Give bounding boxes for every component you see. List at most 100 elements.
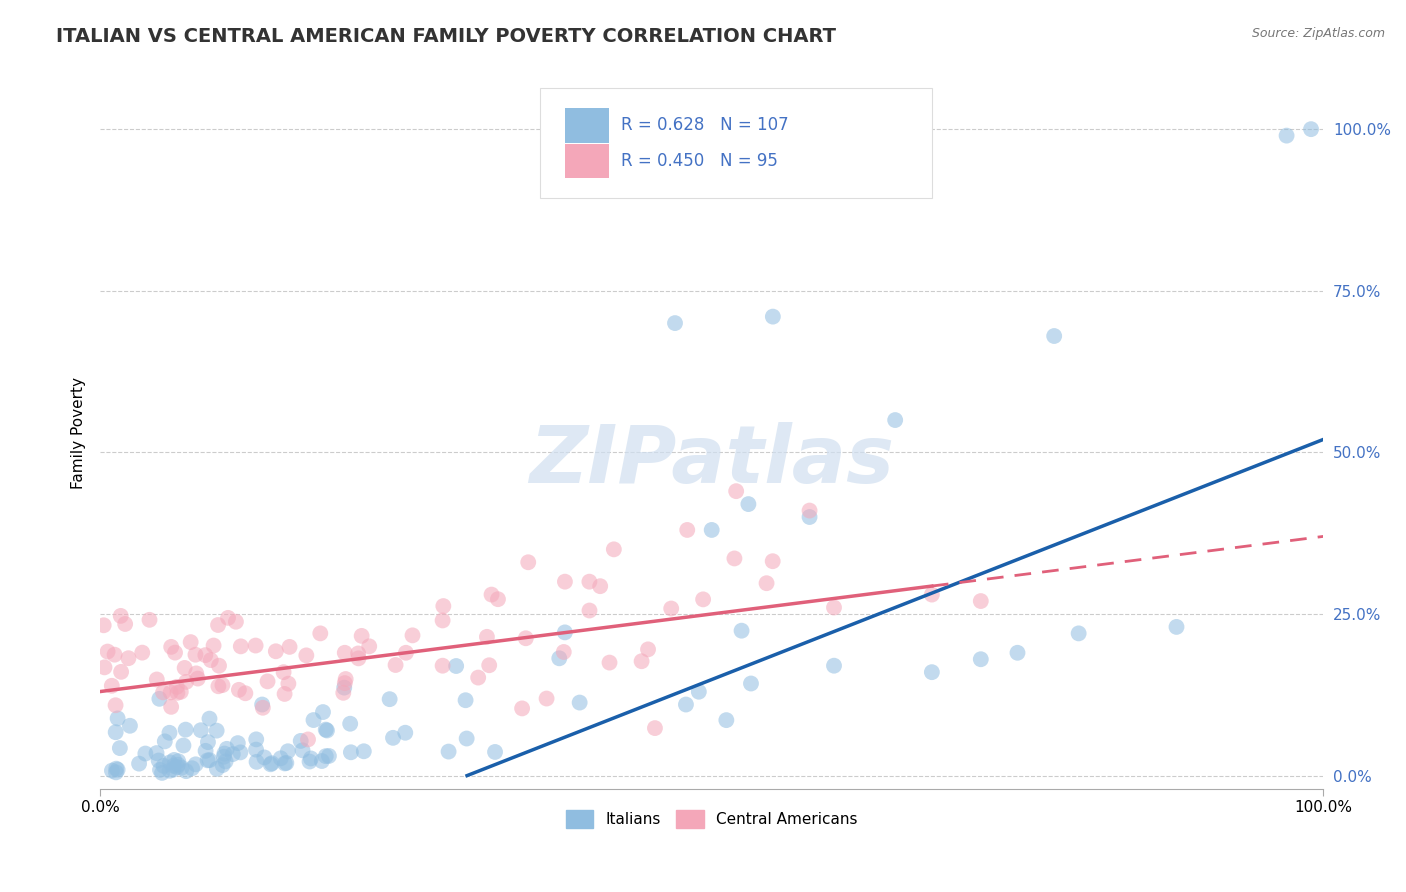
Point [799,510,821,524]
Point [1299,122,1322,136]
Point [138,613,160,627]
Point [101,679,124,693]
Point [823,658,845,673]
Point [353,744,375,758]
Point [578,603,600,617]
FancyBboxPatch shape [565,108,609,143]
Point [186,666,208,681]
Point [970,652,993,666]
Point [316,723,339,738]
Point [568,696,591,710]
Point [117,651,139,665]
Point [250,698,273,712]
Point [318,748,340,763]
Point [118,719,141,733]
Point [160,699,183,714]
Point [290,734,312,748]
Point [603,542,626,557]
Point [740,676,762,690]
Point [163,646,186,660]
Point [214,747,236,761]
Point [384,658,406,673]
Point [97,644,120,658]
Point [762,310,785,324]
Point [730,624,752,638]
Point [93,618,115,632]
Point [194,744,217,758]
Point [823,600,845,615]
Text: ZIPatlas: ZIPatlas [529,423,894,500]
Point [335,672,357,686]
Point [347,651,370,665]
Point [167,754,190,768]
Point [229,640,252,654]
Point [378,692,401,706]
Point [152,759,174,773]
Point [211,758,233,772]
Point [159,756,181,770]
Point [432,599,454,613]
Point [517,555,540,569]
Point [309,626,332,640]
Point [170,761,193,775]
Point [467,671,489,685]
Point [298,755,321,769]
Point [297,732,319,747]
Point [277,676,299,690]
Point [333,681,356,695]
Text: ITALIAN VS CENTRAL AMERICAN FAMILY POVERTY CORRELATION CHART: ITALIAN VS CENTRAL AMERICAN FAMILY POVER… [56,27,837,45]
Point [1067,626,1090,640]
Point [554,625,576,640]
Point [200,653,222,667]
Point [159,764,181,778]
Point [644,721,666,735]
Point [659,601,682,615]
Point [456,731,478,746]
Point [716,713,738,727]
Text: Source: ZipAtlas.com: Source: ZipAtlas.com [1251,27,1385,40]
Point [194,648,217,662]
Point [229,745,252,759]
Point [235,686,257,700]
Point [205,762,228,776]
Point [128,756,150,771]
Point [184,757,207,772]
Point [134,747,156,761]
Point [548,651,571,665]
Point [207,618,229,632]
Point [146,673,169,687]
Point [921,588,943,602]
Point [277,744,299,758]
Point [515,632,537,646]
Point [131,646,153,660]
Point [93,660,115,674]
Point [700,523,723,537]
Point [159,726,181,740]
Point [315,723,337,737]
Point [104,725,127,739]
Point [197,735,219,749]
Point [274,756,297,771]
Point [1043,329,1066,343]
Point [432,658,454,673]
Point [332,686,354,700]
Point [755,576,778,591]
Point [762,554,785,568]
Point [245,639,267,653]
Point [159,685,181,699]
Point [311,754,333,768]
Point [725,484,748,499]
Y-axis label: Family Poverty: Family Poverty [72,377,86,489]
Point [103,648,125,662]
Point [970,594,993,608]
Point [333,676,356,690]
Point [172,739,194,753]
Point [676,523,699,537]
Point [688,684,710,698]
Point [252,700,274,714]
Point [799,503,821,517]
Point [637,642,659,657]
Point [484,745,506,759]
Point [256,674,278,689]
Point [212,749,235,764]
